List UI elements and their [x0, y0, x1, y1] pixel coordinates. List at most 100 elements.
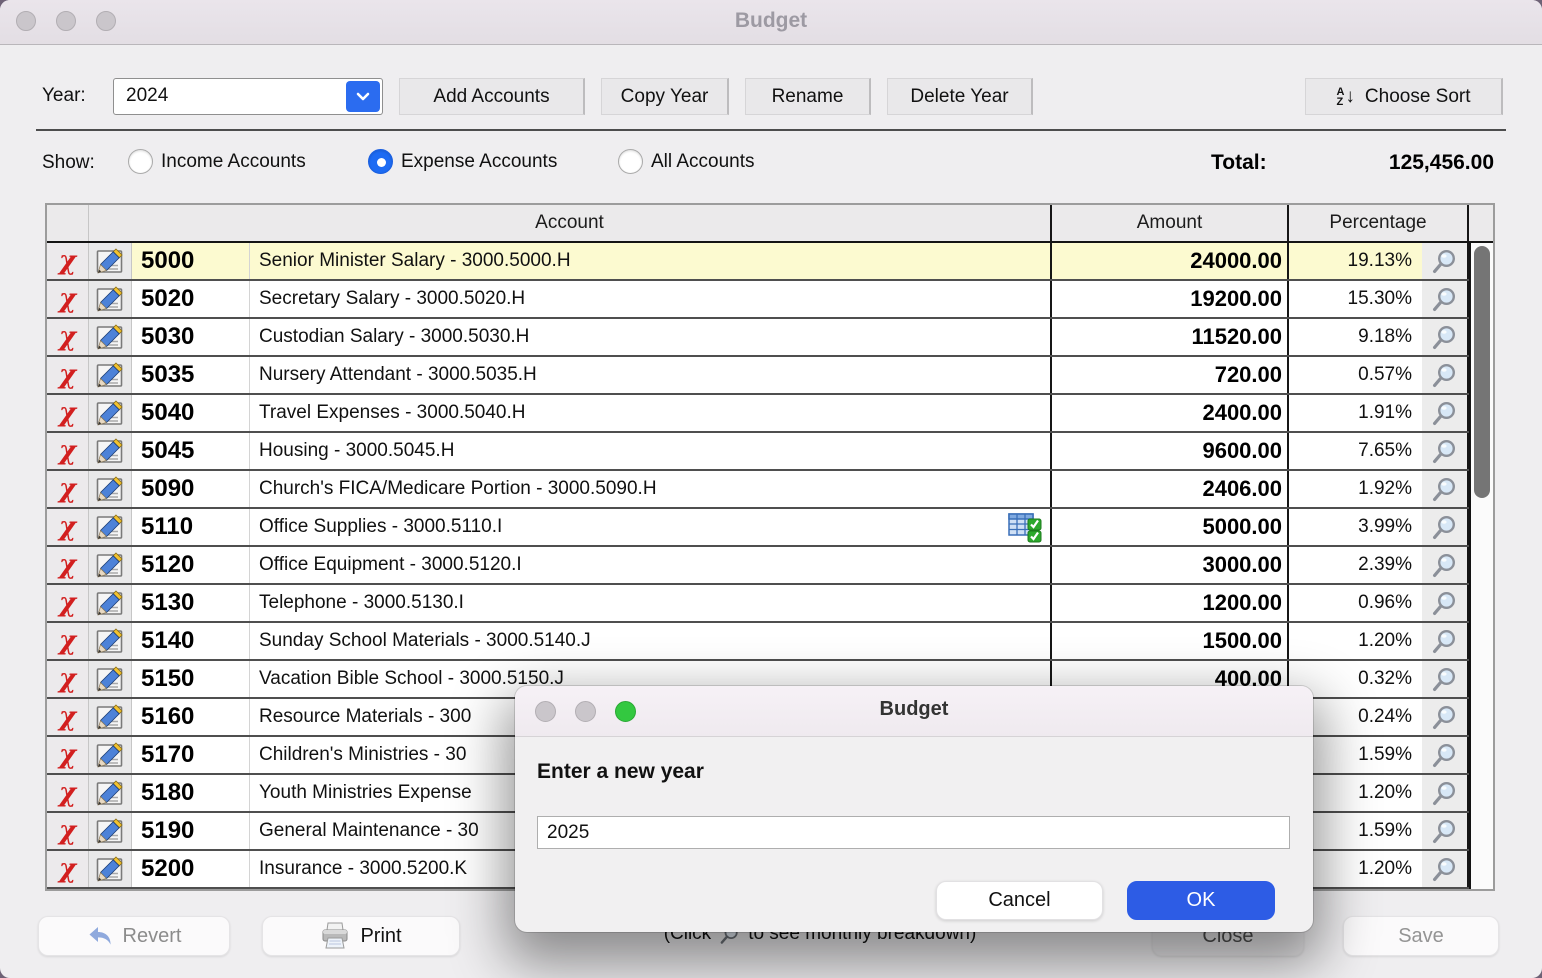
edit-account-button[interactable]: [96, 324, 124, 350]
delete-account-button[interactable]: χ: [58, 664, 77, 694]
percentage-cell: 0.57%: [1289, 357, 1422, 393]
edit-account-button[interactable]: [96, 856, 124, 882]
amount-cell[interactable]: 1500.00: [1052, 623, 1289, 659]
radio-button-icon[interactable]: [128, 149, 153, 174]
monthly-breakdown-grid-icon[interactable]: [1008, 511, 1043, 544]
delete-account-button[interactable]: χ: [58, 436, 77, 466]
magnify-monthly-button[interactable]: [1431, 818, 1458, 845]
magnify-monthly-button[interactable]: [1431, 856, 1458, 883]
delete-account-button[interactable]: χ: [58, 702, 77, 732]
delete-account-button[interactable]: χ: [58, 854, 77, 884]
vertical-scrollbar[interactable]: [1469, 243, 1493, 889]
magnify-monthly-button[interactable]: [1431, 400, 1458, 427]
delete-account-button[interactable]: χ: [58, 512, 77, 542]
magnify-monthly-button[interactable]: [1431, 666, 1458, 693]
delete-account-button[interactable]: χ: [58, 816, 77, 846]
delete-account-button[interactable]: χ: [58, 322, 77, 352]
edit-account-button[interactable]: [96, 438, 124, 464]
print-button[interactable]: Print: [262, 916, 460, 956]
account-name-cell: Telephone - 3000.5130.I: [250, 585, 1052, 621]
magnify-monthly-button[interactable]: [1431, 248, 1458, 275]
amount-cell[interactable]: 1200.00: [1052, 585, 1289, 621]
delete-account-button[interactable]: χ: [58, 626, 77, 656]
close-window-icon[interactable]: [16, 11, 36, 31]
scrollbar-thumb[interactable]: [1474, 246, 1490, 498]
magnify-monthly-button[interactable]: [1431, 552, 1458, 579]
ok-button[interactable]: OK: [1127, 881, 1275, 920]
magnify-monthly-button[interactable]: [1431, 286, 1458, 313]
edit-account-button[interactable]: [96, 628, 124, 654]
account-number-cell: 5120: [132, 547, 250, 583]
edit-account-button[interactable]: [96, 400, 124, 426]
delete-account-button[interactable]: χ: [58, 778, 77, 808]
magnify-monthly-button[interactable]: [1431, 476, 1458, 503]
edit-account-button[interactable]: [96, 666, 124, 692]
magnify-cell: [1422, 737, 1469, 773]
edit-account-button[interactable]: [96, 286, 124, 312]
magnify-monthly-button[interactable]: [1431, 324, 1458, 351]
edit-account-button[interactable]: [96, 742, 124, 768]
zoom-window-icon[interactable]: [96, 11, 116, 31]
account-name: Senior Minister Salary - 3000.5000.H: [259, 250, 571, 271]
delete-account-button[interactable]: χ: [58, 246, 77, 276]
amount-cell[interactable]: 2406.00: [1052, 471, 1289, 507]
magnify-monthly-button[interactable]: [1431, 514, 1458, 541]
rename-button[interactable]: Rename: [745, 78, 871, 115]
amount-cell[interactable]: 19200.00: [1052, 281, 1289, 317]
dialog-zoom-icon[interactable]: [615, 701, 636, 722]
table-row: χ 5000 Senior Minister Salary - 3000.5000…: [47, 243, 1493, 281]
magnify-monthly-button[interactable]: [1431, 438, 1458, 465]
edit-account-button[interactable]: [96, 780, 124, 806]
amount-cell[interactable]: 24000.00: [1052, 243, 1289, 279]
cancel-button[interactable]: Cancel: [936, 881, 1103, 920]
amount-cell[interactable]: 720.00: [1052, 357, 1289, 393]
magnify-monthly-button[interactable]: [1431, 590, 1458, 617]
copy-year-button[interactable]: Copy Year: [601, 78, 729, 115]
delete-account-button[interactable]: χ: [58, 740, 77, 770]
amount-cell[interactable]: 11520.00: [1052, 319, 1289, 355]
account-name: Children's Ministries - 30: [259, 744, 467, 765]
magnify-monthly-button[interactable]: [1431, 628, 1458, 655]
edit-account-button[interactable]: [96, 476, 124, 502]
show-option-all-accounts[interactable]: All Accounts: [618, 149, 755, 174]
amount-cell[interactable]: 9600.00: [1052, 433, 1289, 469]
new-year-input[interactable]: [537, 816, 1290, 849]
delete-year-button[interactable]: Delete Year: [887, 78, 1033, 115]
dialog-close-icon[interactable]: [535, 701, 556, 722]
delete-account-button[interactable]: χ: [58, 284, 77, 314]
year-dropdown[interactable]: 2024: [113, 78, 383, 115]
magnify-monthly-button[interactable]: [1431, 742, 1458, 769]
chevron-down-icon[interactable]: [346, 81, 380, 112]
amount-cell[interactable]: 3000.00: [1052, 547, 1289, 583]
minimize-window-icon[interactable]: [56, 11, 76, 31]
edit-account-button[interactable]: [96, 552, 124, 578]
magnify-monthly-button[interactable]: [1431, 362, 1458, 389]
edit-account-button[interactable]: [96, 590, 124, 616]
edit-account-button[interactable]: [96, 704, 124, 730]
magnify-monthly-button[interactable]: [1431, 704, 1458, 731]
delete-account-button[interactable]: χ: [58, 550, 77, 580]
revert-button[interactable]: Revert: [38, 916, 230, 956]
edit-account-button[interactable]: [96, 818, 124, 844]
delete-account-button[interactable]: χ: [58, 588, 77, 618]
amount-cell[interactable]: 2400.00: [1052, 395, 1289, 431]
magnify-monthly-button[interactable]: [1431, 780, 1458, 807]
edit-cell: [89, 775, 132, 811]
edit-account-button[interactable]: [96, 248, 124, 274]
show-option-expense-accounts[interactable]: Expense Accounts: [368, 149, 557, 174]
save-button[interactable]: Save: [1343, 916, 1499, 956]
dialog-minimize-icon[interactable]: [575, 701, 596, 722]
magnify-cell: [1422, 813, 1469, 849]
radio-button-icon[interactable]: [618, 149, 643, 174]
add-accounts-button[interactable]: Add Accounts: [399, 78, 585, 115]
delete-account-button[interactable]: χ: [58, 360, 77, 390]
delete-account-button[interactable]: χ: [58, 474, 77, 504]
show-option-income-accounts[interactable]: Income Accounts: [128, 149, 306, 174]
edit-account-button[interactable]: [96, 362, 124, 388]
edit-account-button[interactable]: [96, 514, 124, 540]
account-name: Office Supplies - 3000.5110.I: [259, 516, 503, 537]
delete-account-button[interactable]: χ: [58, 398, 77, 428]
radio-button-icon[interactable]: [368, 149, 393, 174]
amount-cell[interactable]: 5000.00: [1052, 509, 1289, 545]
